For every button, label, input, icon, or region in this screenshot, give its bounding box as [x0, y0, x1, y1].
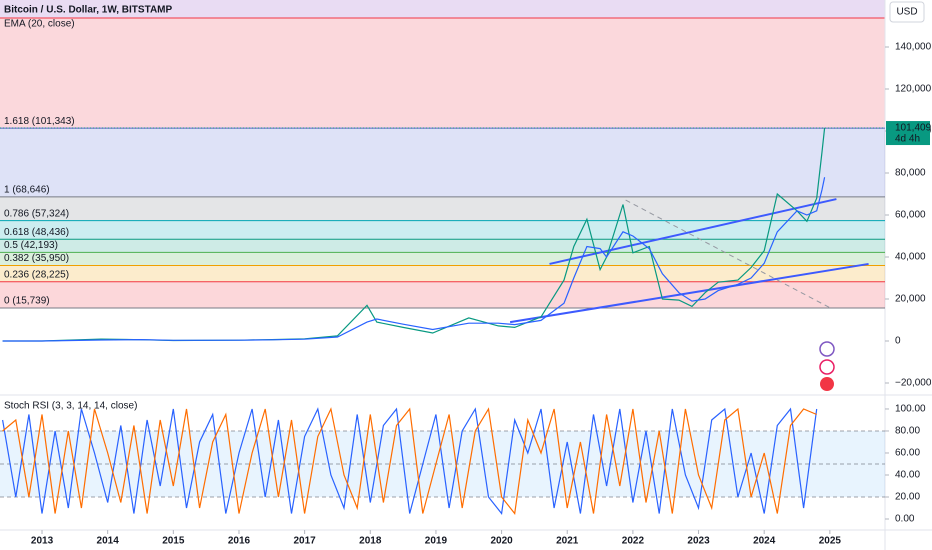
plus-icon[interactable]: [819, 341, 835, 357]
fib-band: [0, 239, 885, 253]
y-tick-label: 20.00: [895, 492, 920, 503]
fib-band: [0, 281, 885, 308]
x-tick-label: 2017: [294, 536, 317, 547]
last-price-box: [886, 121, 930, 146]
fib-label: 1 (68,646): [4, 184, 50, 195]
upper-band: [0, 18, 885, 129]
series-line: [2, 407, 817, 515]
fib-band: [0, 220, 885, 240]
fib-label: 0.618 (48,436): [4, 227, 69, 238]
top-band: [0, 0, 885, 18]
fib-band: [0, 128, 885, 197]
fib-band: [0, 265, 885, 282]
y-tick-label: 20,000: [895, 294, 926, 305]
x-tick-label: 2018: [359, 536, 382, 547]
x-tick-label: 2014: [97, 536, 120, 547]
indicator-label: EMA (20, close): [4, 19, 75, 30]
series-line: [2, 177, 826, 342]
y-tick-label: 40,000: [895, 252, 926, 263]
flag-icon[interactable]: [820, 377, 834, 391]
fib-label: 0.786 (57,324): [4, 208, 69, 219]
y-tick-label: 40.00: [895, 470, 920, 481]
fib-label: 0 (15,739): [4, 296, 50, 307]
x-tick-label: 2024: [753, 536, 776, 547]
countdown-label: 4d 4h: [895, 134, 920, 145]
fib-label: 0.382 (35,950): [4, 253, 69, 264]
fib-label: 0.5 (42,193): [4, 240, 58, 251]
fib-label: 0.236 (28,225): [4, 269, 69, 280]
content: 1.618 (101,343) 1 (68,646) 0.786 (57,324) 0…: [0, 42, 932, 547]
y-tick-label: 60,000: [895, 210, 926, 221]
currency-label: USD: [896, 7, 917, 18]
x-tick-label: 2021: [556, 536, 579, 547]
x-tick-label: 2015: [162, 536, 185, 547]
fib-band: [0, 196, 885, 221]
x-tick-label: 2025: [819, 536, 842, 547]
y-tick-label: 80.00: [895, 426, 920, 437]
fib-band: [0, 252, 885, 266]
y-tick-label: 80,000: [895, 168, 926, 179]
x-tick-label: 2020: [490, 536, 513, 547]
series-line: [2, 407, 818, 515]
y-tick-label: 100.00: [895, 404, 926, 415]
x-tick-label: 2016: [228, 536, 251, 547]
x-tick-label: 2022: [622, 536, 645, 547]
trendline: [549, 198, 837, 265]
trendline: [509, 262, 869, 324]
y-tick-label: 0: [895, 336, 901, 347]
y-tick-label: −20,000: [895, 378, 932, 389]
symbol-title: Bitcoin / U.S. Dollar, 1W, BITSTAMP: [4, 5, 172, 16]
x-tick-label: 2013: [31, 536, 54, 547]
trendline: [625, 199, 831, 309]
fib-label: 1.618 (101,343): [4, 116, 75, 127]
currency-button[interactable]: [889, 1, 925, 23]
y-tick-label: 60.00: [895, 448, 920, 459]
y-tick-label: 140,000: [895, 42, 932, 53]
x-tick-label: 2023: [687, 536, 710, 547]
y-tick-label: 0.00: [895, 514, 915, 525]
x-tick-label: 2019: [425, 536, 448, 547]
indicator-label: Stoch RSI (3, 3, 14, 14, close): [4, 401, 137, 412]
y-tick-label: 120,000: [895, 84, 932, 95]
flash-icon[interactable]: [819, 359, 835, 375]
last-price-label: 101,409: [895, 123, 932, 134]
